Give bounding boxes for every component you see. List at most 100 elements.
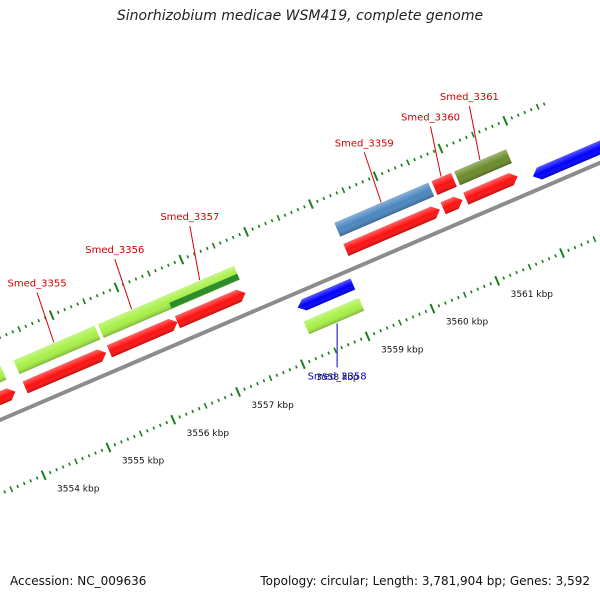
forward-ruler-tick (56, 310, 60, 315)
gene-label[interactable]: Smed_3357 (160, 212, 219, 223)
cds-feature-smed-3355[interactable] (22, 347, 109, 394)
forward-ruler-tick (308, 199, 314, 210)
reverse-ruler-tick (256, 381, 259, 386)
forward-ruler-tick (529, 107, 533, 112)
forward-ruler-tick (205, 246, 209, 251)
reverse-ruler-tick (534, 262, 538, 266)
reverse-ruler-tick (314, 356, 318, 361)
forward-ruler-tick (372, 171, 379, 182)
reverse-ruler-tick (3, 490, 7, 494)
reverse-ruler-tick (94, 451, 97, 455)
forward-ruler-tick (322, 196, 326, 201)
reverse-ruler-tick (592, 236, 597, 243)
gene-feature-smed-3359[interactable] (334, 182, 435, 237)
reverse-ruler-tick (133, 434, 136, 439)
reverse-ruler-tick (249, 384, 253, 389)
cds-feature-smed-3357[interactable] (174, 287, 248, 329)
forward-ruler-tick (5, 332, 8, 337)
scale-tick-label: 3556 kbp (187, 429, 230, 439)
cds-feature-smed-3355-shade (22, 349, 107, 394)
reverse-ruler-tick (170, 414, 177, 425)
cds-feature-offscreen[interactable] (530, 132, 600, 182)
gene-label[interactable]: Smed_3355 (8, 279, 67, 290)
forward-ruler-tick (290, 210, 293, 215)
forward-ruler-tick (24, 324, 28, 328)
gene-label[interactable]: Smed_3361 (440, 92, 499, 103)
reverse-ruler-tick (145, 429, 149, 433)
reverse-ruler-tick (275, 373, 279, 377)
reverse-ruler-tick (527, 263, 532, 271)
reverse-ruler-tick (113, 443, 117, 447)
reverse-ruler-tick (450, 298, 454, 303)
reverse-ruler-tick (191, 409, 194, 414)
reverse-ruler-tick (567, 248, 570, 253)
reverse-ruler-tick (489, 281, 493, 286)
forward-ruler-tick (361, 180, 365, 184)
gene-feature-smed-3356[interactable] (97, 295, 172, 339)
reverse-ruler-tick (29, 479, 33, 483)
reverse-ruler-tick (418, 312, 421, 316)
cds-feature-smed-3361[interactable] (463, 170, 520, 205)
gene-label-leader (363, 152, 382, 203)
reverse-ruler-tick (333, 347, 338, 354)
forward-ruler-tick (542, 102, 546, 106)
gene-label[interactable]: Smed_3356 (85, 245, 144, 256)
gene-feature-smed-3361[interactable] (454, 149, 512, 186)
reverse-ruler-tick (385, 326, 389, 330)
sequence-backbone (0, 118, 600, 446)
reverse-ruler-tick (138, 430, 143, 437)
reverse-ruler-tick (429, 303, 436, 314)
gene-label-leader (189, 225, 201, 281)
forward-ruler-tick (108, 288, 112, 292)
reverse-ruler-tick (573, 245, 577, 250)
forward-ruler-tick (141, 274, 144, 278)
forward-ruler-tick (387, 169, 390, 173)
reverse-ruler-tick (105, 442, 112, 453)
forward-ruler-tick (89, 296, 92, 301)
forward-ruler-tick (426, 152, 429, 156)
reverse-ruler-tick (327, 351, 331, 355)
reverse-ruler-tick (165, 420, 169, 425)
reverse-ruler-tick (87, 454, 91, 458)
forward-ruler-tick (160, 266, 164, 270)
forward-ruler-tick (283, 213, 287, 217)
forward-ruler-tick (251, 227, 254, 231)
forward-ruler-tick (341, 187, 346, 194)
forward-ruler-tick (458, 138, 462, 142)
cds-feature-smed-3356[interactable] (106, 316, 180, 358)
cds-feature-smed-3359[interactable] (343, 204, 442, 256)
reverse-ruler-tick (152, 426, 156, 430)
forward-ruler-tick (329, 194, 332, 198)
scale-tick-label: 3558 kbp (316, 373, 359, 383)
reverse-ruler-tick (35, 476, 39, 480)
scale-tick-label: 3557 kbp (251, 401, 294, 411)
forward-ruler-tick (82, 298, 87, 305)
forward-ruler-tick (502, 115, 509, 126)
reverse-ruler-tick (40, 470, 47, 481)
cds-feature-smed-3360[interactable] (440, 194, 466, 215)
gene-label[interactable]: Smed_3360 (401, 113, 460, 124)
gene-feature-smed-3358[interactable] (303, 297, 365, 335)
gene-label[interactable]: Smed_3359 (335, 138, 394, 149)
forward-ruler-tick (113, 282, 120, 293)
reverse-ruler-tick (580, 243, 583, 247)
gene-feature-smed-3355[interactable] (13, 325, 101, 375)
reverse-ruler-tick (74, 458, 78, 465)
forward-ruler-tick (69, 305, 73, 309)
cds-feature-smed-3358[interactable] (295, 278, 356, 313)
gene-label[interactable]: Smed_3358 (308, 371, 367, 382)
reverse-ruler-tick (81, 456, 84, 461)
reverse-ruler-tick (469, 290, 473, 294)
reverse-ruler-tick (359, 337, 363, 341)
reverse-ruler-tick (353, 340, 356, 344)
cds-feature-smed-3361-shade (463, 173, 518, 205)
reverse-ruler-tick (515, 270, 518, 275)
cds-feature-smed-3358-shade (297, 278, 356, 311)
gene-feature-smed-3360[interactable] (431, 172, 457, 195)
reverse-ruler-tick (268, 375, 273, 382)
reverse-ruler-tick (346, 343, 350, 347)
cds-feature-partial[interactable] (0, 386, 18, 418)
forward-ruler-tick (437, 143, 444, 154)
reverse-ruler-tick (210, 401, 214, 405)
forward-ruler-tick (30, 321, 34, 326)
